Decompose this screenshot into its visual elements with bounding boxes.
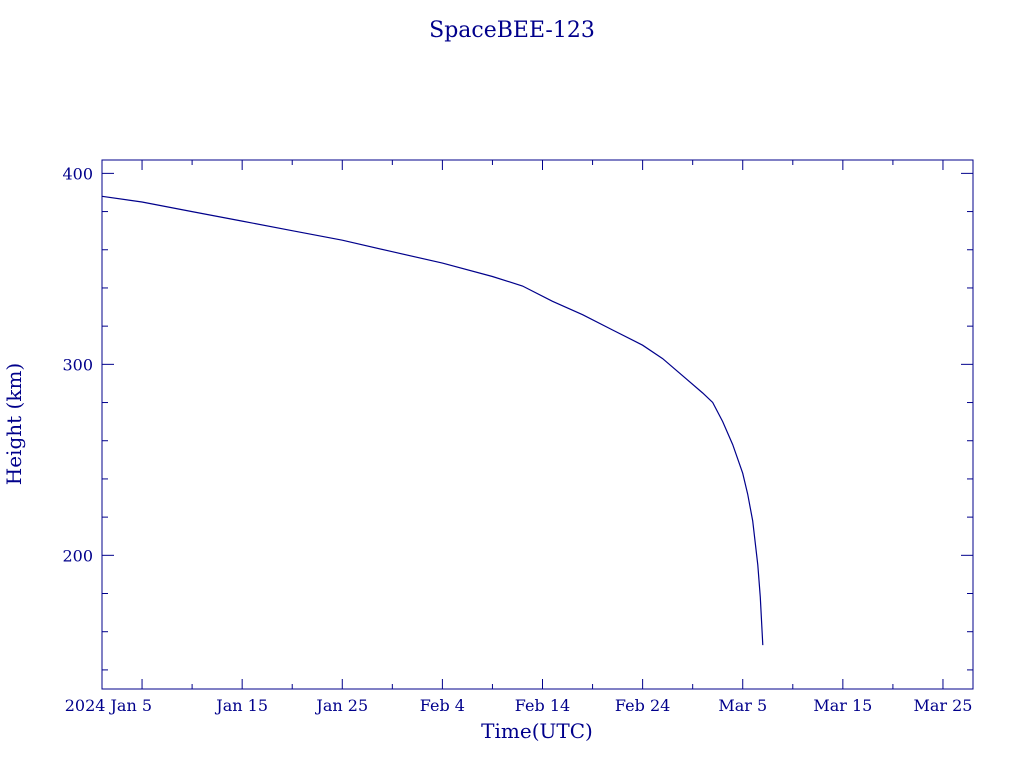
- x-tick-label: 2024 Jan 5: [65, 696, 152, 715]
- y-axis-label: Height (km): [2, 363, 26, 485]
- x-tick-label: Jan 15: [214, 696, 268, 715]
- y-axis: 200 300 400: [62, 164, 973, 671]
- x-tick-label: Mar 15: [813, 696, 872, 715]
- x-tick-label: Feb 14: [515, 696, 570, 715]
- y-tick-label: 300: [62, 355, 93, 374]
- x-tick-label: Mar 5: [718, 696, 767, 715]
- y-tick-label: 400: [62, 164, 93, 183]
- y-tick-label: 200: [62, 546, 93, 565]
- x-axis: 2024 Jan 5 Jan 15 Jan 25 Feb 4 Feb 14 Feb 24 M…: [65, 160, 972, 715]
- x-axis-label: Time(UTC): [481, 719, 593, 743]
- x-tick-label: Feb 24: [615, 696, 670, 715]
- x-tick-label: Mar 25: [913, 696, 972, 715]
- x-tick-label: Feb 4: [420, 696, 465, 715]
- height-series-line: [101, 195, 764, 646]
- series-layer: [101, 195, 764, 646]
- x-tick-label: Jan 25: [314, 696, 368, 715]
- plot-frame: [101, 159, 974, 690]
- chart-title: SpaceBEE-123: [429, 18, 595, 43]
